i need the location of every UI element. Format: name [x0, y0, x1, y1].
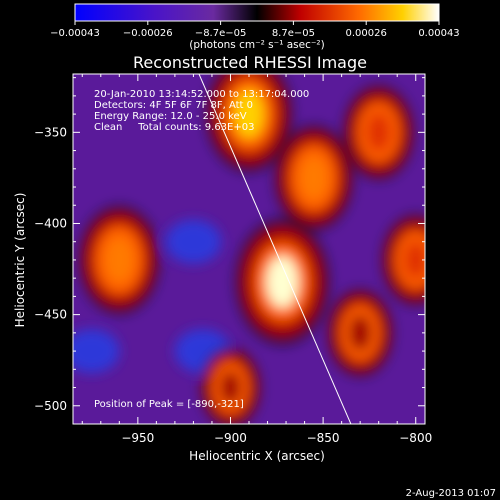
hot-spot-core — [366, 112, 391, 152]
y-axis-label: Heliocentric Y (arcsec) — [13, 193, 27, 328]
annotation-line: 20-Jan-2010 13:14:52.000 to 13:17:04.000 — [94, 89, 309, 100]
x-tick-label: −900 — [214, 431, 247, 445]
annotation-line: Energy Range: 12.0 - 25.0 keV — [94, 111, 247, 122]
heatmap-image — [73, 74, 425, 424]
colorbar-unit-label: (photons cm⁻² s⁻¹ asec⁻²) — [189, 39, 324, 51]
axes: −950 −900 −850 −800 −350 −400 −450 −500 — [34, 74, 432, 445]
annotation-line: Detectors: 4F 5F 6F 7F 8F, Att 0 — [94, 100, 253, 111]
colorbar-tick-label: 0.00043 — [418, 28, 459, 39]
x-tick-label: −800 — [399, 431, 432, 445]
annotation-line: Clean Total counts: 9.63E+03 — [94, 122, 254, 133]
cold-spot — [165, 219, 222, 264]
chart-title: Reconstructed RHESSI Image — [133, 53, 367, 72]
hot-spot-core — [105, 237, 134, 283]
y-tick-label: −400 — [34, 216, 67, 230]
colorbar — [75, 4, 439, 21]
hot-spot-core — [404, 241, 425, 279]
y-tick-label: −500 — [34, 399, 67, 413]
x-tick-label: −850 — [307, 431, 340, 445]
colorbar-tick-label: 0.00026 — [346, 28, 387, 39]
colorbar-tick-label: −0.00043 — [50, 28, 100, 39]
limb-line — [198, 74, 352, 424]
x-axis-label: Heliocentric X (arcsec) — [189, 449, 325, 463]
hot-spot-core — [220, 370, 241, 405]
colorbar-tick-label: −8.7e−05 — [195, 28, 247, 39]
annotations: 20-Jan-2010 13:14:52.000 to 13:17:04.000… — [94, 89, 309, 133]
hot-spot-core — [300, 156, 328, 200]
colorbar-ticks: −0.00043 −0.00026 −8.7e−05 8.7e−05 0.00026 0.… — [50, 21, 460, 39]
colorbar-frame — [74, 3, 440, 22]
hot-spot-core — [234, 90, 264, 138]
peak-position-label: Position of Peak = [-890,-321] — [94, 399, 244, 410]
hot-spot-core — [266, 255, 299, 308]
y-tick-label: −450 — [34, 308, 67, 322]
y-tick-label: −350 — [34, 125, 67, 139]
footer-timestamp: 2-Aug-2013 01:07 — [406, 488, 496, 499]
colorbar-tick-label: −0.00026 — [123, 28, 173, 39]
x-tick-label: −950 — [121, 431, 154, 445]
hot-spot-core — [348, 314, 372, 351]
colorbar-tick-label: 8.7e−05 — [272, 28, 315, 39]
cold-spot — [73, 329, 120, 374]
